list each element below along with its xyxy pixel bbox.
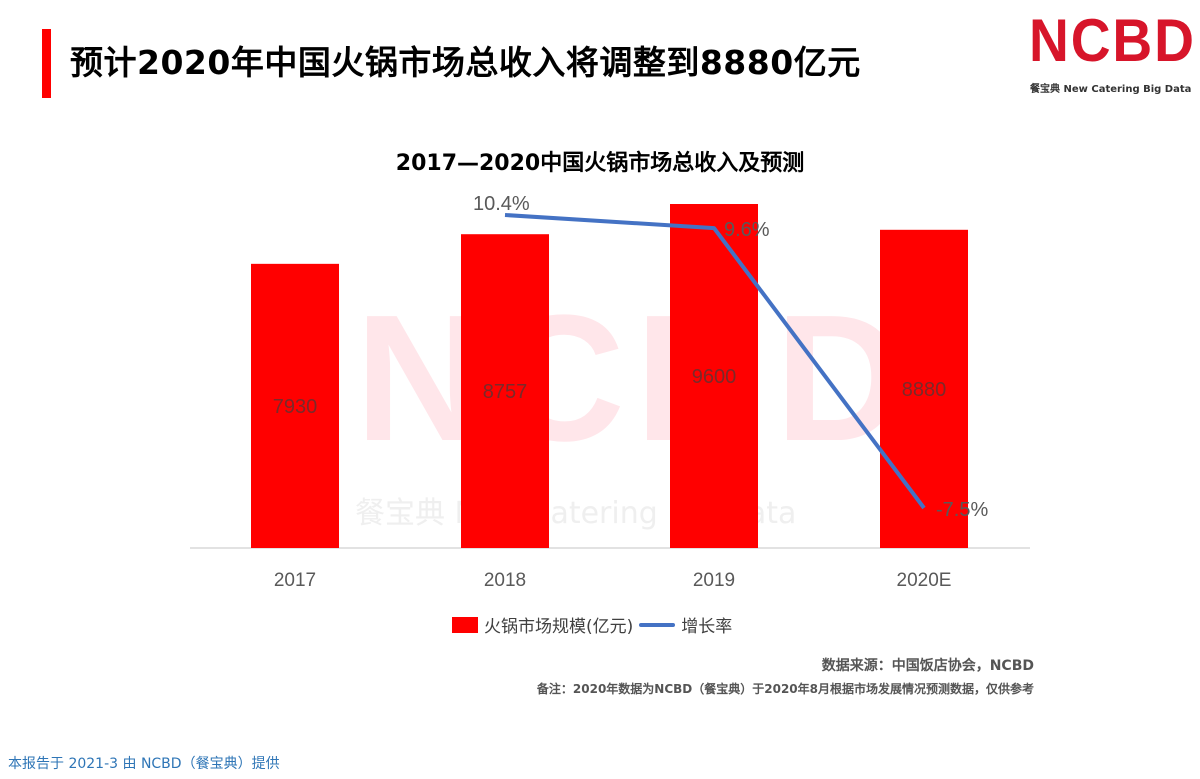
page-title: 预计2020年中国火锅市场总收入将调整到8880亿元: [70, 43, 861, 82]
bar-value-label: 8880: [902, 379, 947, 401]
x-tick-label: 2018: [484, 570, 526, 591]
bar-2018: [461, 234, 549, 548]
chart-legend: 火锅市场规模(亿元) 增长率: [452, 612, 732, 637]
remark-note: 备注：2020年数据为NCBD（餐宝典）于2020年8月根据市场发展情况预测数据…: [536, 682, 1034, 696]
bar-2020E: [880, 229, 968, 549]
logo-text: NCBD: [1029, 7, 1196, 74]
growth-rate-label: -7.5%: [936, 499, 988, 521]
bar-value-label: 8757: [483, 381, 528, 403]
footer-credit: 本报告于 2021-3 由 NCBD（餐宝典）提供: [8, 756, 280, 772]
title-accent-bar: [42, 29, 51, 98]
growth-rate-label: 10.4%: [473, 193, 530, 215]
x-tick-label: 2017: [274, 570, 316, 591]
legend-line-label: 增长率: [681, 617, 733, 637]
growth-line-series: 10.4% 9.6% -7.5%: [473, 193, 988, 521]
x-tick-label: 2020E: [897, 570, 952, 591]
bar-value-label: 7930: [273, 396, 318, 418]
legend-line-swatch: [639, 622, 676, 627]
x-axis-labels: 2017 2018 2019 2020E: [274, 570, 952, 591]
ncbd-logo: NCBD 餐宝典 New Catering Big Data: [1025, 6, 1195, 96]
data-source: 数据来源：中国饭店协会，NCBD: [821, 658, 1034, 674]
chart-title: 2017—2020中国火锅市场总收入及预测: [395, 151, 805, 176]
bar-2019: [670, 204, 758, 548]
legend-bar-swatch: [452, 616, 478, 633]
bar-2017: [251, 263, 339, 548]
watermark: NCBD: [355, 278, 915, 479]
growth-line: [504, 213, 926, 510]
bar-series: 7930 8757 9600 8880: [251, 204, 968, 549]
x-tick-label: 2019: [693, 570, 735, 591]
legend-bar-label: 火锅市场规模(亿元): [484, 617, 634, 637]
bar-value-label: 9600: [692, 366, 737, 388]
logo-subtitle: 餐宝典 New Catering Big Data: [1030, 84, 1192, 95]
growth-rate-label: 9.6%: [724, 219, 770, 241]
